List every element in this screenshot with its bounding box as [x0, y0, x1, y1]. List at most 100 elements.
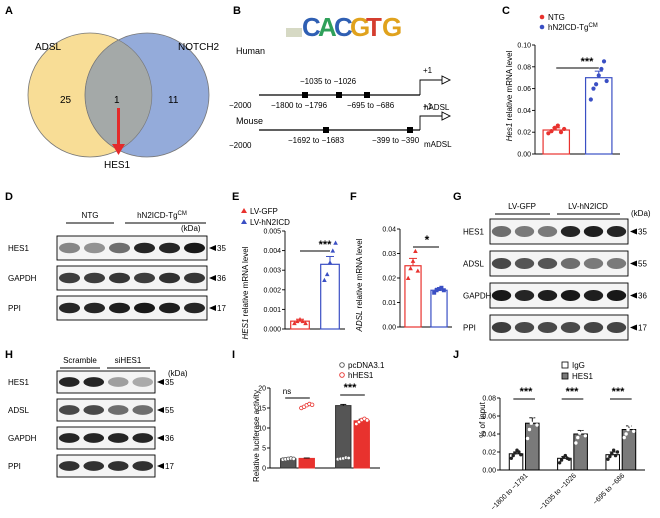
panel-c-ytick-label-2: 0.04 — [517, 108, 531, 115]
panel-e-ytick-label-5: 0.005 — [263, 229, 281, 236]
data-point — [615, 450, 620, 454]
panel-j-ytick-label-4: 0.08 — [482, 396, 496, 403]
human-tss-label: +1 — [423, 66, 433, 75]
blot-g-frame-adsl — [489, 250, 629, 277]
data-point — [437, 287, 441, 292]
data-point — [630, 419, 634, 424]
panel-i: I pcDNA3.1 hHES1 Relative luciferase act… — [232, 349, 385, 482]
data-point — [533, 407, 537, 411]
blot-g-marker-arrow — [630, 228, 637, 235]
panel-i-ytick-label-2: 10 — [258, 426, 266, 433]
blot-d-frame-ppi — [56, 295, 208, 321]
legend-ntg: NTG — [548, 13, 565, 22]
panel-e-ylabel-text: relative mRNA level — [241, 246, 250, 318]
bar-HES1 — [621, 429, 637, 471]
blot-band — [132, 461, 154, 471]
bar-hHES1 — [298, 457, 315, 469]
panel-f-chart: 0.00 0.01 0.02 0.03 0.04 — [382, 227, 452, 332]
data-point — [552, 125, 557, 130]
venn-arrow-target: HES1 — [104, 160, 131, 171]
data-point — [346, 455, 351, 461]
blot-band — [184, 302, 205, 314]
data-point — [511, 453, 515, 458]
data-point — [599, 66, 604, 72]
data-point — [583, 434, 588, 438]
data-point — [517, 450, 521, 454]
panel-e-ytick-label-3: 0.003 — [263, 268, 281, 275]
panel-label-b: B — [233, 5, 241, 17]
blot-band — [134, 302, 155, 314]
blot-band — [159, 242, 180, 254]
data-point — [588, 97, 593, 102]
blot-band — [84, 242, 105, 254]
panel-label-a: A — [5, 5, 13, 17]
mouse-tss-arrow — [419, 115, 442, 130]
data-point — [624, 432, 628, 436]
data-point — [577, 431, 582, 435]
data-point — [631, 429, 636, 433]
data-point — [531, 414, 535, 418]
panel-c-ytick-label-0: 0.00 — [517, 152, 531, 159]
data-point — [574, 441, 578, 445]
blot-band — [537, 226, 558, 237]
blot-band — [134, 272, 155, 284]
panel-c-significance: *** — [581, 56, 595, 68]
blot-g-kda: 17 — [638, 324, 647, 333]
blot-band — [109, 242, 130, 254]
blot-band — [132, 377, 154, 387]
motif-letter-4: G — [350, 12, 370, 42]
data-point — [291, 456, 296, 461]
human-site-2-marker — [336, 92, 342, 98]
data-point — [330, 248, 336, 253]
legend-marker-igg — [561, 361, 569, 369]
venn-label-adsl: ADSL — [35, 42, 62, 53]
panel-c-ytick-label-5: 0.10 — [517, 43, 531, 50]
blot-band — [184, 242, 205, 254]
panel-i-ytick-label-3: 15 — [258, 406, 266, 413]
mouse-species-label: Mouse — [236, 116, 263, 126]
human-site-3-label: −695 to −686 — [347, 101, 395, 110]
data-point — [581, 423, 586, 427]
panel-f-ylabel: ADSL relative mRNA level — [355, 238, 364, 332]
human-start-label: −2000 — [229, 101, 252, 110]
data-point — [434, 288, 439, 293]
panel-c-ytick-label-4: 0.08 — [517, 64, 531, 71]
blot-d-group-1: NTG — [82, 211, 99, 220]
panel-d: D NTG hN2ICD-TgCM (kDa) HES1 35 GAPDH 36 PPI… — [5, 191, 226, 321]
data-point — [527, 427, 532, 432]
blot-band — [59, 242, 80, 254]
data-point — [415, 268, 421, 273]
bar-HES1 — [525, 422, 540, 471]
legend-marker-hes1 — [561, 372, 569, 380]
data-point — [535, 423, 539, 427]
legend-i-pcdna: pcDNA3.1 — [348, 361, 385, 370]
blot-d-group-2-label: hN2ICD-TgCM — [137, 211, 187, 220]
blot-band — [107, 433, 129, 443]
blot-band — [109, 302, 130, 314]
motif-logo: C A C G T G — [286, 12, 402, 42]
blot-g-row-label: GAPDH — [463, 292, 492, 301]
panel-label-j: J — [453, 349, 459, 361]
human-species-label: Human — [236, 46, 265, 56]
blot-band — [491, 322, 512, 333]
blot-h-group-1: Scramble — [63, 356, 97, 365]
blot-h-kda: 17 — [165, 462, 174, 471]
panel-c-ylabel: Hes1 relative mRNA level — [505, 50, 514, 141]
motif-letter-2: A — [318, 12, 337, 42]
blot-band — [59, 302, 80, 314]
blot-h-row-label: PPI — [8, 462, 21, 471]
panel-label-f: F — [350, 191, 357, 203]
legend-j-igg: IgG — [572, 361, 585, 370]
mouse-tss-arrowhead — [441, 111, 452, 121]
blot-band — [514, 226, 535, 237]
panel-h: H Scramble siHES1 (kDa) HES1 35 ADSL 55 GAPD… — [5, 349, 188, 478]
panel-i-ytick-label-0: 0 — [262, 466, 266, 473]
blot-band — [132, 433, 154, 443]
panel-e-ytick-label-4: 0.004 — [263, 248, 281, 255]
blot-d-row-label: HES1 — [8, 244, 29, 253]
panel-i-ylabel: Relative luciferase activity — [252, 390, 261, 482]
data-point — [562, 126, 567, 132]
data-point — [626, 427, 630, 432]
blot-h-row-label: GAPDH — [8, 434, 37, 443]
panel-e-ylabel-gene: HES1 — [241, 319, 250, 340]
